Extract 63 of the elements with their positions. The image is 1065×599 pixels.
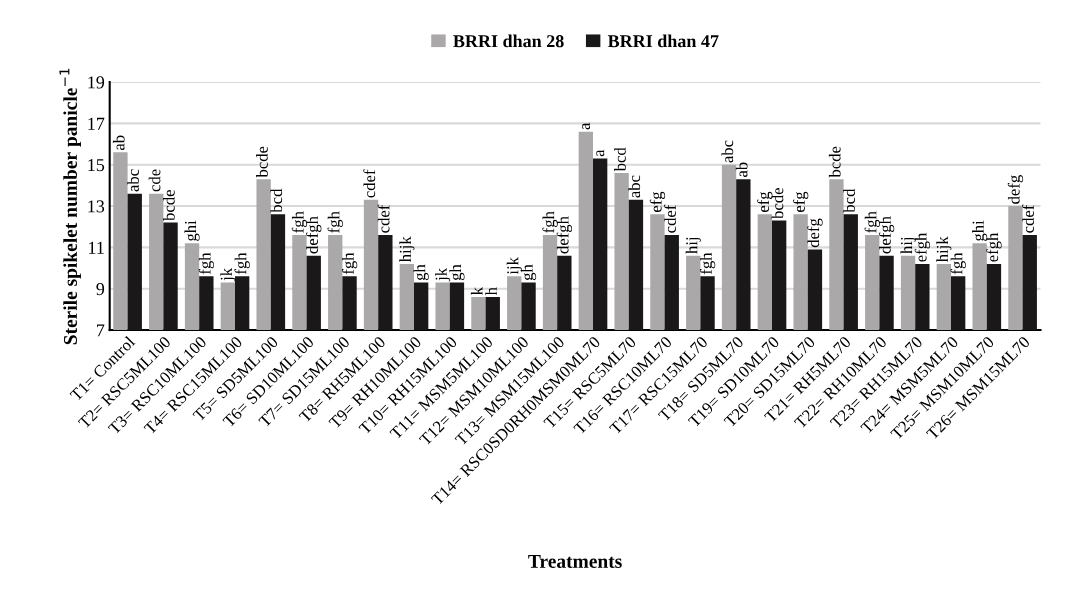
data-label: bcde: [828, 146, 841, 178]
data-label: gh: [413, 264, 429, 281]
data-label: efg: [757, 191, 773, 213]
data-label: bcd: [270, 188, 283, 213]
data-label: ijk: [506, 257, 522, 275]
data-label: cdef: [377, 204, 390, 233]
data-label: fgh: [341, 252, 358, 275]
data-label: defg: [1007, 175, 1024, 204]
data-label: jk: [435, 267, 451, 282]
data-label: h: [485, 287, 497, 296]
data-label: hijk: [936, 236, 952, 263]
data-label: cdef: [664, 204, 676, 233]
data-label: cdef: [363, 169, 376, 198]
data-label: hij: [900, 237, 916, 254]
data-label: jk: [220, 267, 236, 282]
data-label: a: [596, 149, 605, 157]
data-label: hij: [685, 237, 701, 254]
data-label: ghi: [184, 220, 200, 241]
data-label: ghi: [972, 220, 988, 241]
data-label: fgh: [291, 211, 308, 233]
data-label: efg: [792, 191, 809, 213]
data-label: hijk: [399, 236, 415, 263]
data-label: cde: [148, 169, 161, 192]
data-label: bcde: [163, 190, 175, 221]
data-label: abc: [628, 175, 641, 198]
y-tick-label: 19: [88, 76, 105, 89]
data-label: fgh: [864, 211, 880, 233]
data-label: fgh: [234, 252, 250, 275]
data-label: fgh: [950, 252, 966, 275]
y-tick-label: 17: [88, 117, 105, 130]
data-label: defgh: [556, 216, 573, 254]
y-axis-title: Sterile spikelet number panicle$^{−1}$: [59, 68, 81, 345]
data-label: efgh: [914, 232, 931, 262]
data-label: defgh: [306, 216, 322, 254]
legend-label: BRRI dhan 28: [453, 34, 564, 48]
y-tick-label: 9: [96, 283, 105, 296]
data-label: cdef: [1022, 204, 1034, 233]
data-label: bcde: [771, 187, 784, 219]
data-label: fgh: [542, 211, 558, 233]
data-label: bcd: [843, 188, 855, 213]
y-tick-label: 13: [88, 200, 105, 213]
data-label: defgh: [878, 216, 895, 254]
data-label: fgh: [699, 252, 716, 275]
data-label: bcde: [256, 146, 268, 178]
data-label: fgh: [198, 252, 215, 275]
y-tick-label: 7: [97, 324, 105, 337]
data-label: efgh: [986, 232, 1002, 262]
data-label: a: [582, 122, 591, 130]
data-label: bcd: [614, 147, 626, 172]
data-label: ab: [112, 135, 125, 151]
data-label: gh: [449, 264, 465, 281]
data-label: k: [470, 287, 483, 296]
data-label: defg: [807, 218, 823, 248]
data-label: abc: [127, 169, 139, 192]
data-label: gh: [520, 264, 537, 281]
data-label: fgh: [327, 211, 343, 233]
data-label: ab: [735, 162, 748, 177]
legend-label: BRRI dhan 47: [607, 34, 719, 48]
data-label: abc: [721, 140, 734, 163]
x-axis-title: Treatments: [528, 555, 622, 568]
y-tick-label: 11: [89, 241, 104, 254]
data-label: efg: [649, 191, 666, 213]
y-tick-label: 15: [88, 159, 105, 172]
